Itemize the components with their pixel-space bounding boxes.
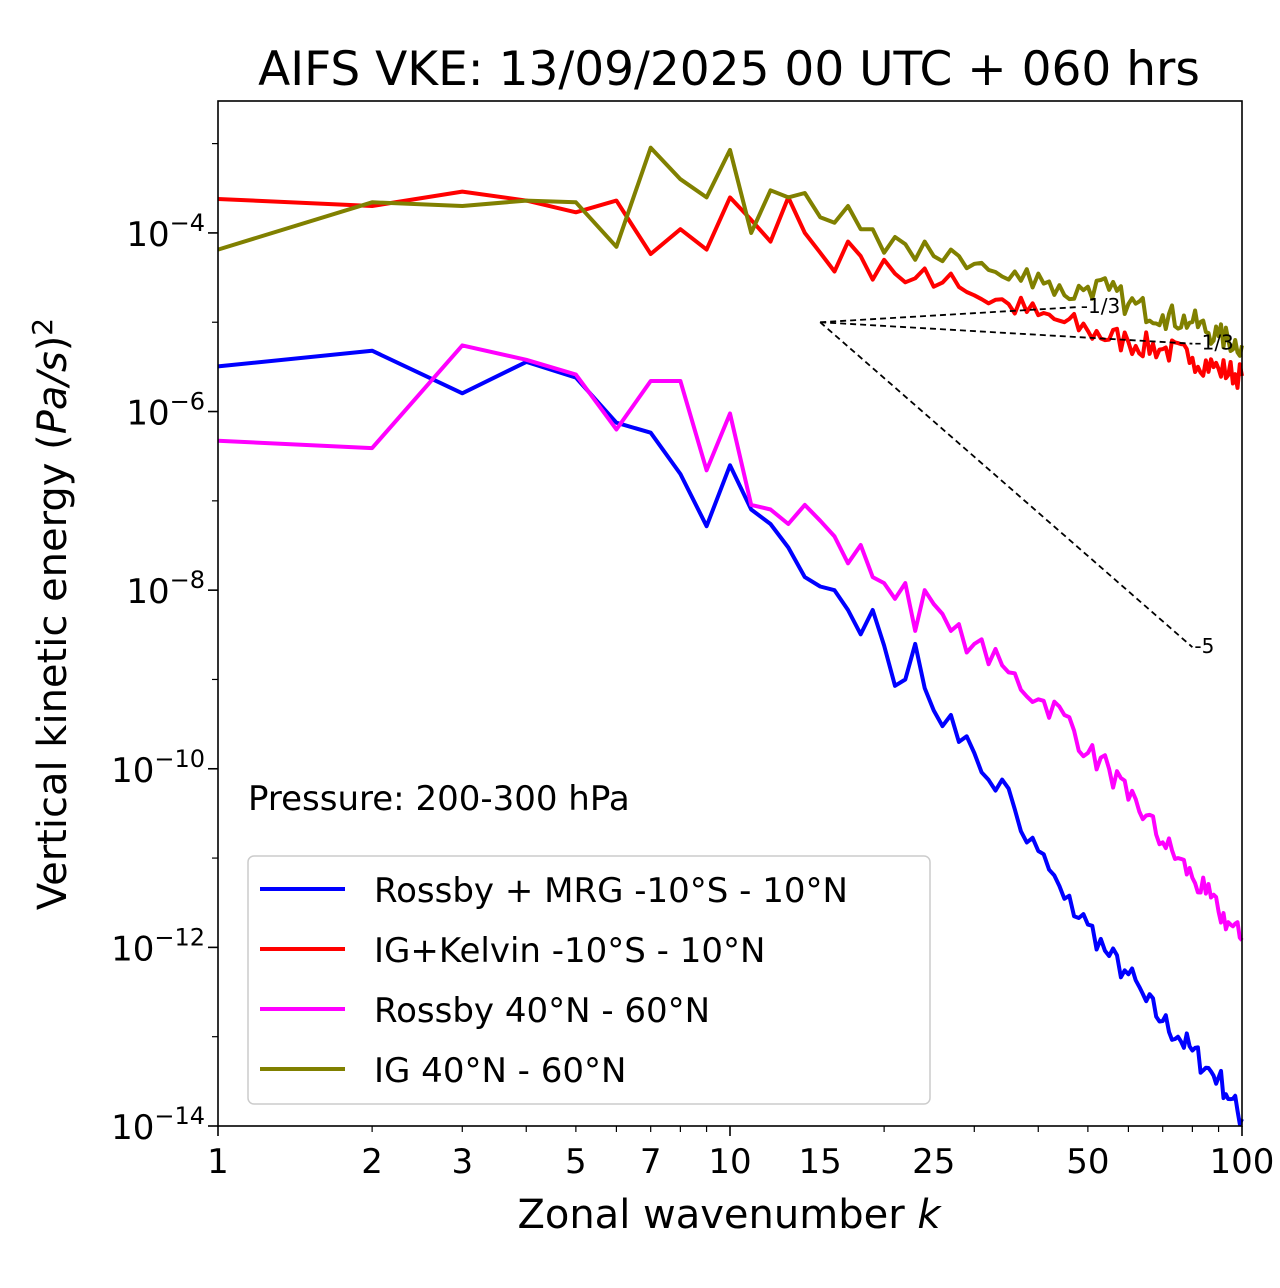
series-line-1 xyxy=(217,348,1244,1126)
x-tick-label: 5 xyxy=(565,1142,587,1182)
reference-line-3 xyxy=(819,321,1193,648)
x-tick-label: 15 xyxy=(799,1142,842,1182)
x-tick-label: 2 xyxy=(361,1142,383,1182)
x-axis-ticks: 1 2 3 5 7 10 15 25 50 100 xyxy=(207,1126,1274,1182)
x-tick-label: 1 xyxy=(207,1142,229,1182)
series-line-4 xyxy=(217,145,1244,358)
legend-label: IG 40°N - 60°N xyxy=(374,1051,626,1091)
legend-label: IG+Kelvin -10°S - 10°N xyxy=(374,931,765,971)
x-tick-label: 25 xyxy=(912,1142,955,1182)
x-tick-label: 100 xyxy=(1210,1142,1275,1182)
series-line-2 xyxy=(217,189,1244,390)
y-tick-label: 10−8 xyxy=(126,566,205,612)
plot-lines xyxy=(217,145,1244,1126)
reference-lines: -1/3 -1/3 -5 xyxy=(819,294,1234,658)
series-line-3 xyxy=(217,343,1244,942)
reference-line-label-2: -1/3 xyxy=(1194,331,1233,355)
legend: Rossby + MRG -10°S - 10°N IG+Kelvin -10°S… xyxy=(247,855,931,1105)
x-tick-label: 7 xyxy=(640,1142,662,1182)
pressure-annotation: Pressure: 200-300 hPa xyxy=(248,779,630,819)
reference-line-2 xyxy=(820,321,1193,345)
chart-title: AIFS VKE: 13/09/2025 00 UTC + 060 hrs xyxy=(258,42,1200,97)
y-tick-label: 10−6 xyxy=(126,388,205,434)
reference-line-1 xyxy=(820,306,1079,324)
x-tick-label: 10 xyxy=(708,1142,751,1182)
reference-line-label-1: -1/3 xyxy=(1081,294,1120,318)
y-tick-label: 10−10 xyxy=(111,745,205,791)
y-axis-label: Vertical kinetic energy (Pa/s)2 xyxy=(26,318,76,910)
y-tick-label: 10−12 xyxy=(111,923,205,969)
legend-box xyxy=(247,855,931,1105)
legend-label: Rossby + MRG -10°S - 10°N xyxy=(374,871,848,911)
reference-line-label-3: -5 xyxy=(1194,634,1214,658)
x-axis-label: Zonal wavenumber k xyxy=(517,1192,942,1238)
legend-label: Rossby 40°N - 60°N xyxy=(374,991,710,1031)
y-axis-ticks: 10−4 10−6 10−8 10−10 10−12 10−14 xyxy=(111,143,218,1148)
x-tick-label: 3 xyxy=(451,1142,473,1182)
y-tick-label: 10−4 xyxy=(126,209,205,255)
y-tick-label: 10−14 xyxy=(111,1102,205,1148)
x-tick-label: 50 xyxy=(1066,1142,1109,1182)
